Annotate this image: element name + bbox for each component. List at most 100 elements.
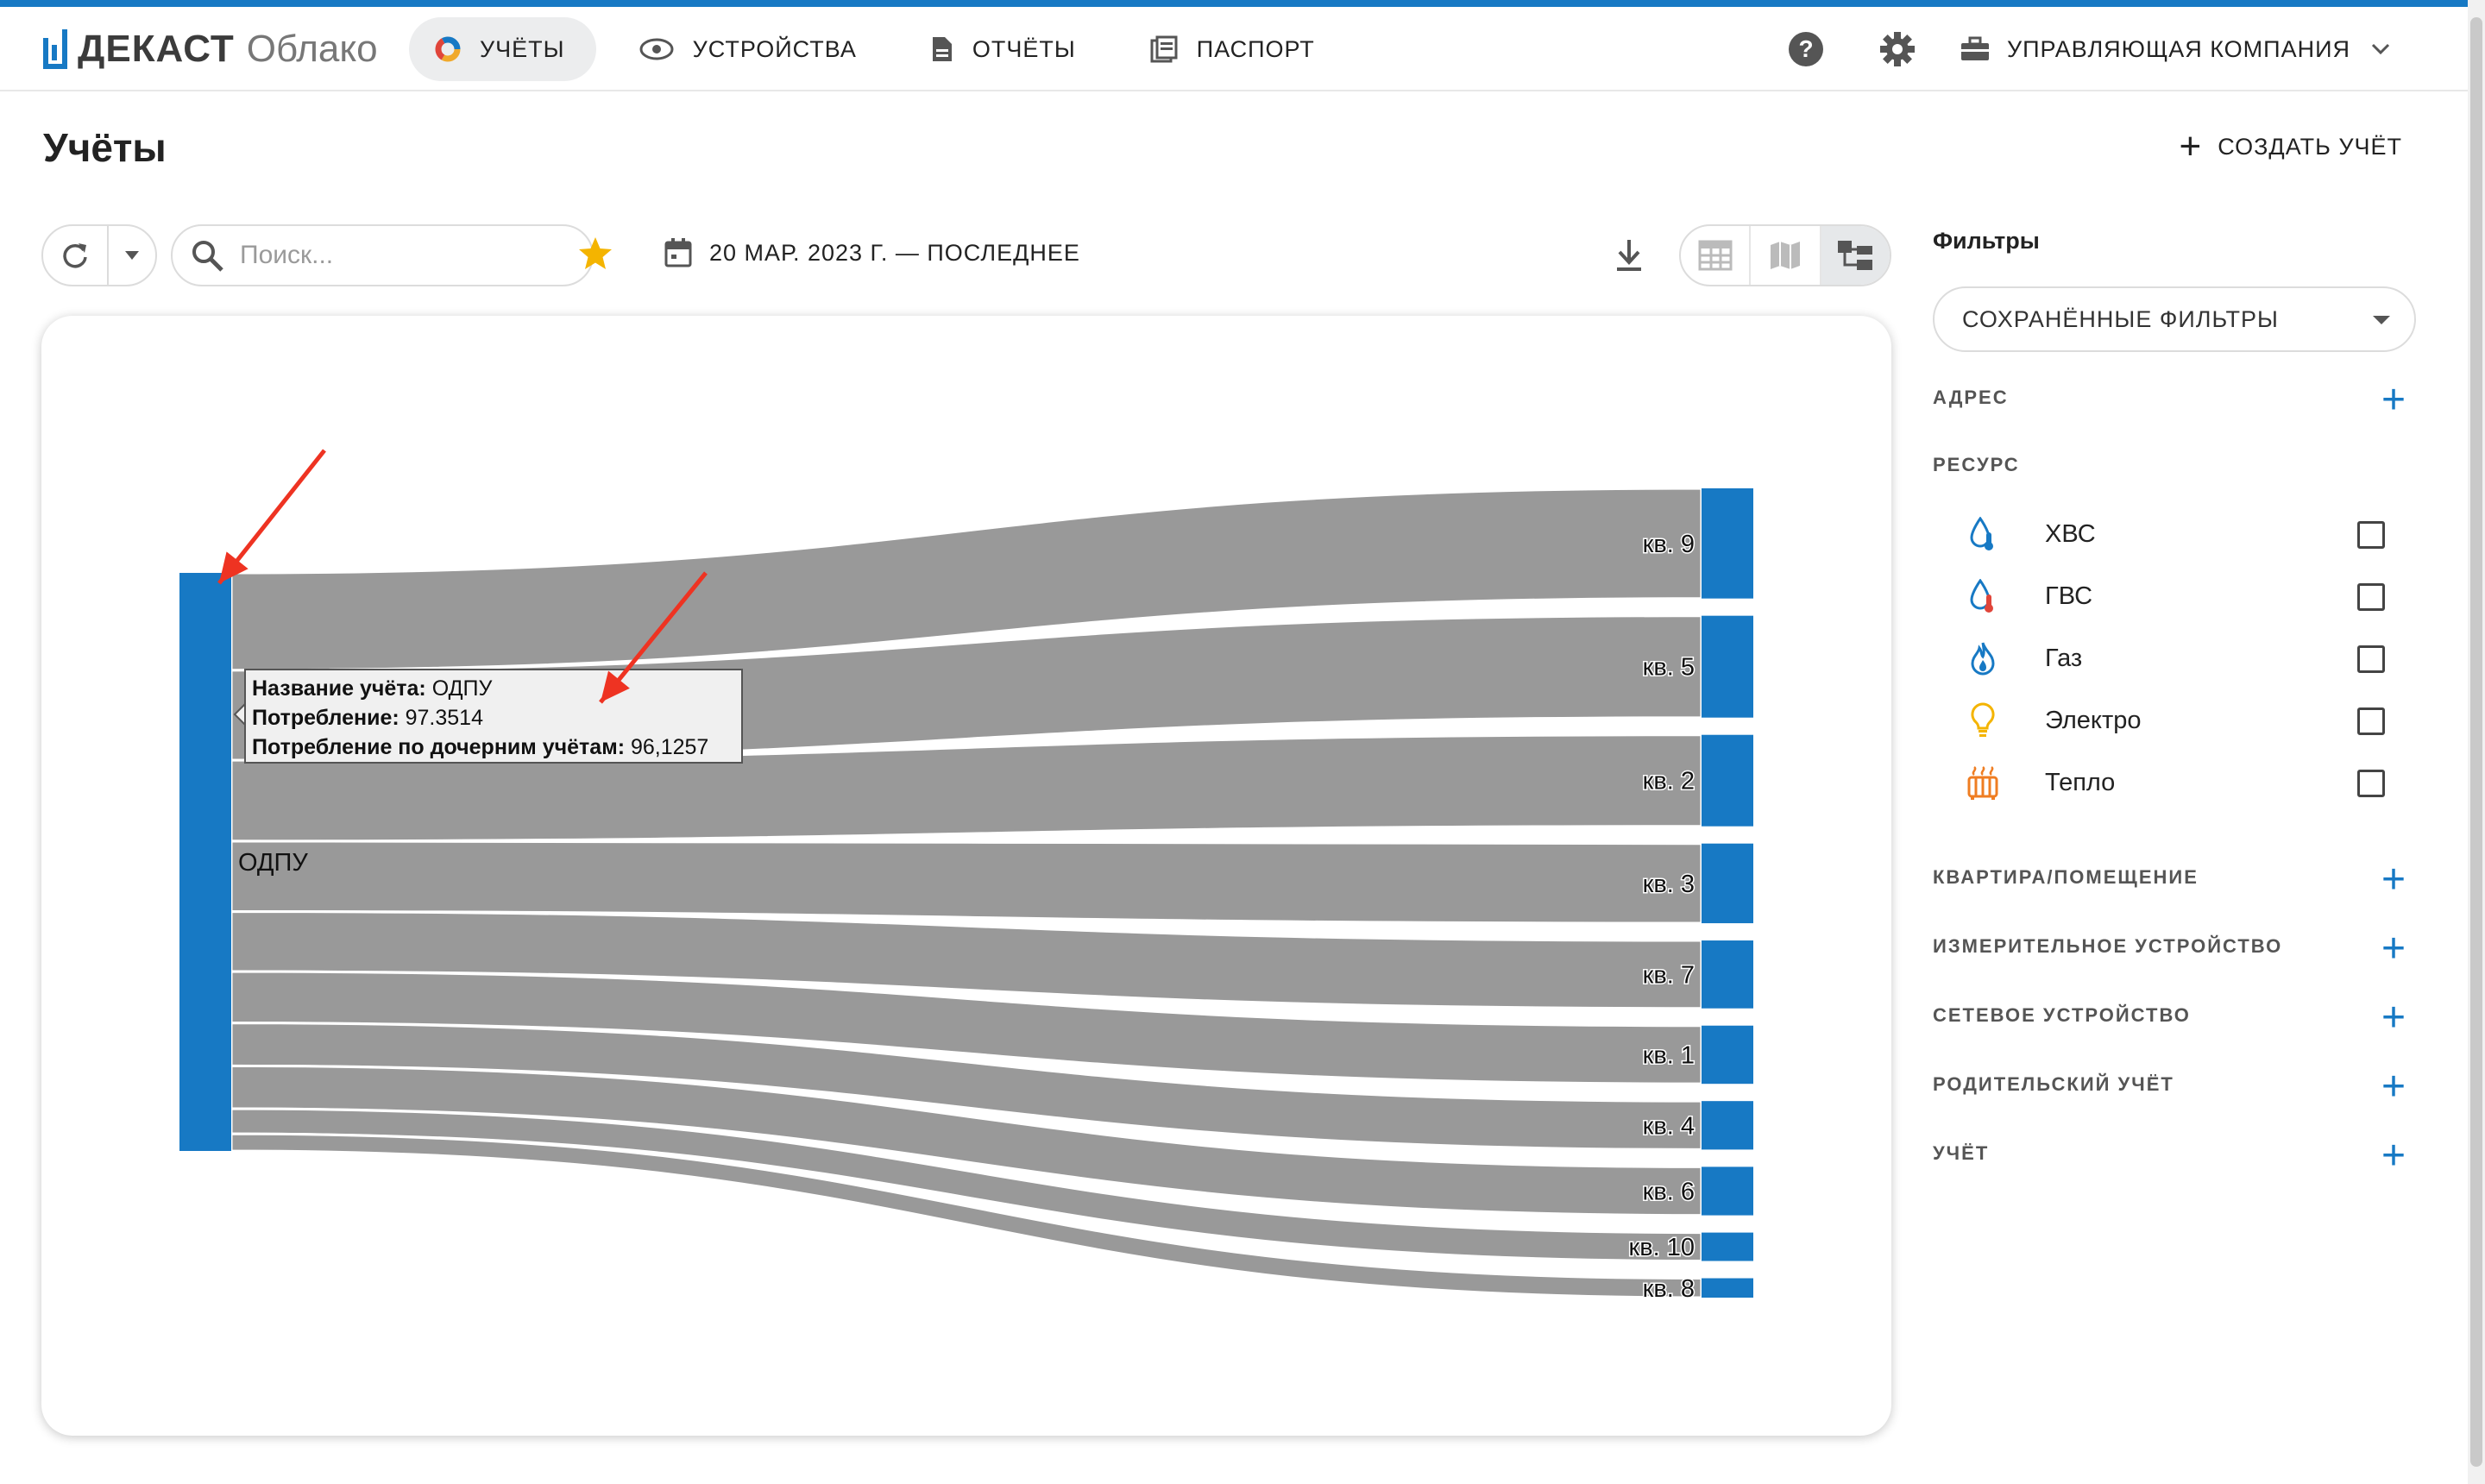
resource-checkbox[interactable] bbox=[2357, 521, 2385, 549]
nav-accounts-label: УЧЁТЫ bbox=[480, 35, 565, 62]
resource-checkbox[interactable] bbox=[2357, 770, 2385, 797]
tree-view-button[interactable] bbox=[1821, 226, 1890, 285]
sankey-node-label: кв. 7 bbox=[1643, 961, 1695, 989]
plus-icon: + bbox=[2179, 125, 2203, 167]
map-view-button[interactable] bbox=[1751, 226, 1821, 285]
sankey-node-target bbox=[1702, 1101, 1753, 1150]
briefcase-icon bbox=[1960, 36, 1989, 60]
add-network-device-filter-button[interactable]: + bbox=[2381, 995, 2407, 1041]
refresh-options-dropdown[interactable] bbox=[109, 226, 155, 285]
tooltip-row: Потребление: 97.3514 bbox=[252, 706, 483, 730]
filters-panel: Фильтры СОХРАНЁННЫЕ ФИЛЬТРЫ АДРЕС + РЕСУ… bbox=[1933, 228, 2416, 1177]
resource-checkbox[interactable] bbox=[2357, 583, 2385, 611]
refresh-button[interactable] bbox=[43, 226, 109, 285]
sankey-node-target bbox=[1702, 734, 1753, 827]
sankey-link bbox=[230, 839, 1703, 925]
sankey-node-source bbox=[179, 573, 231, 1151]
date-range-label: 20 МАР. 2023 Г. — ПОСЛЕДНЕЕ bbox=[709, 239, 1080, 266]
download-button[interactable] bbox=[1612, 236, 1646, 279]
page-scrollbar[interactable] bbox=[2468, 0, 2485, 1484]
logo-subtitle: Облако bbox=[246, 28, 378, 70]
main-nav: УЧЁТЫ УСТРОЙСТВА ОТЧЁТЫ ПАСПО bbox=[409, 17, 1346, 81]
nav-passport[interactable]: ПАСПОРТ bbox=[1124, 17, 1346, 81]
resource-checkbox[interactable] bbox=[2357, 707, 2385, 735]
saved-filters-select[interactable]: СОХРАНЁННЫЕ ФИЛЬТРЫ bbox=[1933, 286, 2416, 352]
filter-section-resource: РЕСУРС bbox=[1933, 454, 2416, 488]
nav-devices[interactable]: УСТРОЙСТВА bbox=[613, 17, 888, 81]
search-input[interactable] bbox=[240, 241, 568, 270]
sankey-chart: ОДПУ кв. 9 кв. 5 кв. 2 кв. 3 кв. 7 кв. 1 кв. 4 к… bbox=[179, 449, 1753, 1304]
date-range-picker[interactable]: 20 МАР. 2023 Г. — ПОСЛЕДНЕЕ bbox=[664, 238, 1080, 267]
app-logo[interactable]: ДЕКАСТ Облако bbox=[43, 24, 378, 74]
sankey-link bbox=[230, 487, 1703, 672]
add-account-filter-button[interactable]: + bbox=[2381, 1133, 2407, 1179]
sankey-link bbox=[230, 1107, 1703, 1263]
add-measuring-device-filter-button[interactable]: + bbox=[2381, 926, 2407, 972]
filter-section-parent-account[interactable]: РОДИТЕЛЬСКИЙ УЧЁТ + bbox=[1933, 1066, 2416, 1108]
calendar-icon bbox=[664, 238, 692, 267]
filter-section-measuring-device[interactable]: ИЗМЕРИТЕЛЬНОЕ УСТРОЙСТВО + bbox=[1933, 928, 2416, 970]
search-box bbox=[171, 224, 594, 286]
resource-item-heat[interactable]: Тепло bbox=[1964, 761, 2416, 804]
settings-button[interactable] bbox=[1869, 21, 1926, 78]
download-icon bbox=[1617, 240, 1641, 271]
add-parent-account-filter-button[interactable]: + bbox=[2381, 1064, 2407, 1110]
gas-flame-icon bbox=[1964, 637, 2002, 680]
sankey-node-label: кв. 8 bbox=[1643, 1275, 1695, 1303]
filters-title: Фильтры bbox=[1933, 228, 2040, 254]
resource-item-electro[interactable]: Электро bbox=[1964, 699, 2416, 742]
resource-item-gas[interactable]: Газ bbox=[1964, 637, 2416, 680]
logo-icon bbox=[43, 29, 67, 69]
resource-item-cold-water[interactable]: ХВС bbox=[1964, 512, 2416, 556]
annotation-arrow-head bbox=[219, 551, 248, 583]
sankey-node-label: кв. 4 bbox=[1643, 1112, 1695, 1140]
sankey-chart-card: ОДПУ кв. 9 кв. 5 кв. 2 кв. 3 кв. 7 кв. 1 кв. 4 к… bbox=[41, 316, 1891, 1436]
hot-water-icon bbox=[1964, 575, 2002, 618]
search-icon bbox=[192, 241, 223, 272]
nav-reports-label: ОТЧЁТЫ bbox=[972, 35, 1076, 62]
add-address-filter-button[interactable]: + bbox=[2381, 377, 2407, 423]
create-account-button[interactable]: + СОЗДАТЬ УЧЁТ bbox=[2179, 125, 2402, 167]
sankey-node-target bbox=[1702, 940, 1753, 1009]
view-switcher bbox=[1679, 224, 1891, 286]
sankey-node-target bbox=[1702, 615, 1753, 718]
document-icon bbox=[932, 37, 952, 61]
passport-icon bbox=[1150, 35, 1178, 63]
filter-section-apartment[interactable]: КВАРТИРА/ПОМЕЩЕНИЕ + bbox=[1933, 859, 2416, 901]
sankey-node-target bbox=[1702, 1166, 1753, 1216]
filter-section-address[interactable]: АДРЕС + bbox=[1933, 380, 2416, 421]
device-icon bbox=[639, 38, 674, 60]
table-view-button[interactable] bbox=[1681, 226, 1752, 285]
sankey-node-target bbox=[1702, 488, 1753, 599]
help-button[interactable]: ? bbox=[1777, 21, 1834, 78]
chevron-down-icon bbox=[2371, 43, 2390, 55]
star-icon bbox=[579, 237, 612, 269]
tree-icon bbox=[1838, 241, 1873, 270]
top-accent-line bbox=[0, 0, 2485, 7]
filter-section-account[interactable]: УЧЁТ + bbox=[1933, 1135, 2416, 1177]
filter-section-network-device[interactable]: СЕТЕВОЕ УСТРОЙСТВО + bbox=[1933, 997, 2416, 1039]
nav-accounts[interactable]: УЧЁТЫ bbox=[409, 17, 596, 81]
scrollbar-thumb[interactable] bbox=[2470, 17, 2482, 1467]
sankey-link bbox=[230, 1022, 1703, 1151]
radiator-icon bbox=[1964, 761, 2002, 804]
company-name: УПРАВЛЯЮЩАЯ КОМПАНИЯ bbox=[2006, 35, 2350, 62]
add-apartment-filter-button[interactable]: + bbox=[2381, 857, 2407, 902]
tooltip-row: Потребление по дочерним учётам: 96,1257 bbox=[252, 735, 708, 759]
gear-icon bbox=[1879, 32, 1915, 66]
resource-checkbox[interactable] bbox=[2357, 645, 2385, 673]
map-icon bbox=[1770, 242, 1800, 269]
sankey-node-target bbox=[1702, 1232, 1753, 1261]
caret-down-icon bbox=[125, 251, 139, 260]
sankey-node-label: кв. 1 bbox=[1643, 1041, 1695, 1069]
nav-reports[interactable]: ОТЧЁТЫ bbox=[905, 17, 1107, 81]
logo-text: ДЕКАСТ bbox=[78, 28, 235, 70]
resource-label: ГВС bbox=[2045, 582, 2093, 610]
top-navigation-bar: ДЕКАСТ Облако УЧЁТЫ УСТРОЙСТВА О bbox=[0, 7, 2468, 91]
favorites-button[interactable] bbox=[576, 235, 614, 277]
svg-text:?: ? bbox=[1798, 35, 1813, 62]
sankey-node-label: кв. 9 bbox=[1643, 531, 1695, 558]
company-selector[interactable]: УПРАВЛЯЮЩАЯ КОМПАНИЯ bbox=[1960, 36, 2407, 63]
resource-item-hot-water[interactable]: ГВС bbox=[1964, 575, 2416, 618]
sankey-node-target bbox=[1702, 1278, 1753, 1298]
